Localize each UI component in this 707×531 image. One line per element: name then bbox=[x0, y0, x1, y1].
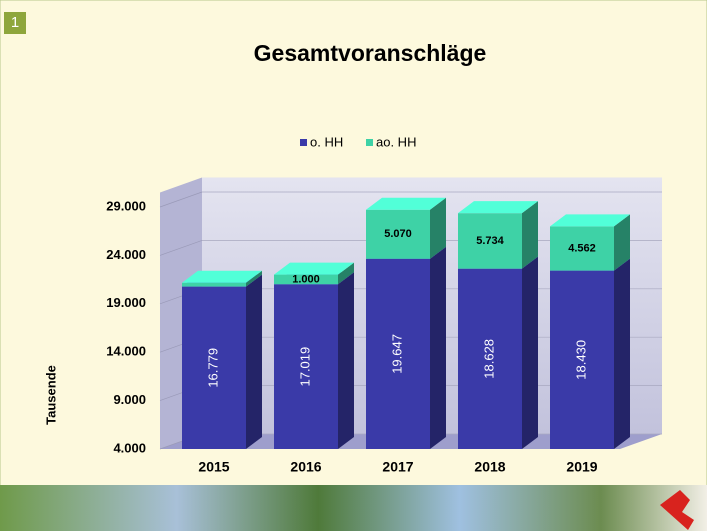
landscape-strip bbox=[0, 485, 707, 531]
bar-side bbox=[430, 246, 446, 449]
value-label: 17.019 bbox=[297, 347, 312, 387]
legend-swatch bbox=[366, 139, 373, 146]
side-grid-line bbox=[159, 191, 203, 208]
value-label: 4.562 bbox=[568, 242, 596, 254]
bar bbox=[458, 213, 522, 269]
bar bbox=[550, 270, 614, 449]
bar bbox=[458, 268, 522, 449]
y-tick-label: 29.000 bbox=[106, 198, 146, 213]
badge: 1 bbox=[11, 14, 19, 31]
value-label: 5.734 bbox=[476, 235, 504, 247]
chart-title: Gesamtvoranschläge bbox=[254, 40, 487, 66]
y-tick-label: 14.000 bbox=[106, 344, 146, 359]
bar-side bbox=[614, 214, 630, 271]
value-label: 19.647 bbox=[389, 334, 404, 374]
bar bbox=[182, 282, 246, 287]
bar bbox=[366, 209, 430, 259]
x-tick-label: 2019 bbox=[566, 459, 597, 475]
badge-box bbox=[4, 12, 26, 34]
y-axis-label: Tausende bbox=[43, 365, 58, 425]
value-label: 1.000 bbox=[292, 273, 320, 285]
bar-side bbox=[246, 274, 262, 449]
bar-side bbox=[246, 270, 262, 287]
bar-side bbox=[338, 272, 354, 449]
x-tick-label: 2016 bbox=[290, 459, 321, 475]
legend-label: ao. HH bbox=[376, 134, 416, 149]
bar-top bbox=[274, 262, 354, 275]
y-tick-label: 19.000 bbox=[106, 295, 146, 310]
bar-side bbox=[522, 256, 538, 449]
bar bbox=[182, 286, 246, 449]
value-label: 18.430 bbox=[573, 340, 588, 380]
bar-side bbox=[338, 262, 354, 285]
y-tick-label: 24.000 bbox=[106, 247, 146, 262]
bar bbox=[274, 284, 338, 449]
y-tick-label: 4.000 bbox=[113, 440, 146, 455]
bar-top bbox=[550, 214, 630, 227]
bar bbox=[550, 226, 614, 271]
bar-top bbox=[182, 270, 262, 283]
y-tick-label: 9.000 bbox=[113, 392, 146, 407]
bar-side bbox=[614, 258, 630, 449]
side-grid-line bbox=[159, 240, 203, 256]
x-tick-label: 2017 bbox=[382, 459, 413, 475]
x-tick-label: 2015 bbox=[198, 459, 229, 475]
bar-top bbox=[458, 201, 538, 214]
bar bbox=[274, 274, 338, 285]
value-label: 5.070 bbox=[384, 228, 412, 240]
bar-top bbox=[366, 197, 446, 210]
legend-label: o. HH bbox=[310, 134, 343, 149]
value-label: 16.779 bbox=[205, 348, 220, 388]
bar bbox=[366, 258, 430, 449]
x-tick-label: 2018 bbox=[474, 459, 505, 475]
bar-side bbox=[430, 197, 446, 259]
value-label: 18.628 bbox=[481, 339, 496, 379]
bar-side bbox=[522, 201, 538, 269]
legend-swatch bbox=[300, 139, 307, 146]
logo bbox=[660, 490, 694, 530]
